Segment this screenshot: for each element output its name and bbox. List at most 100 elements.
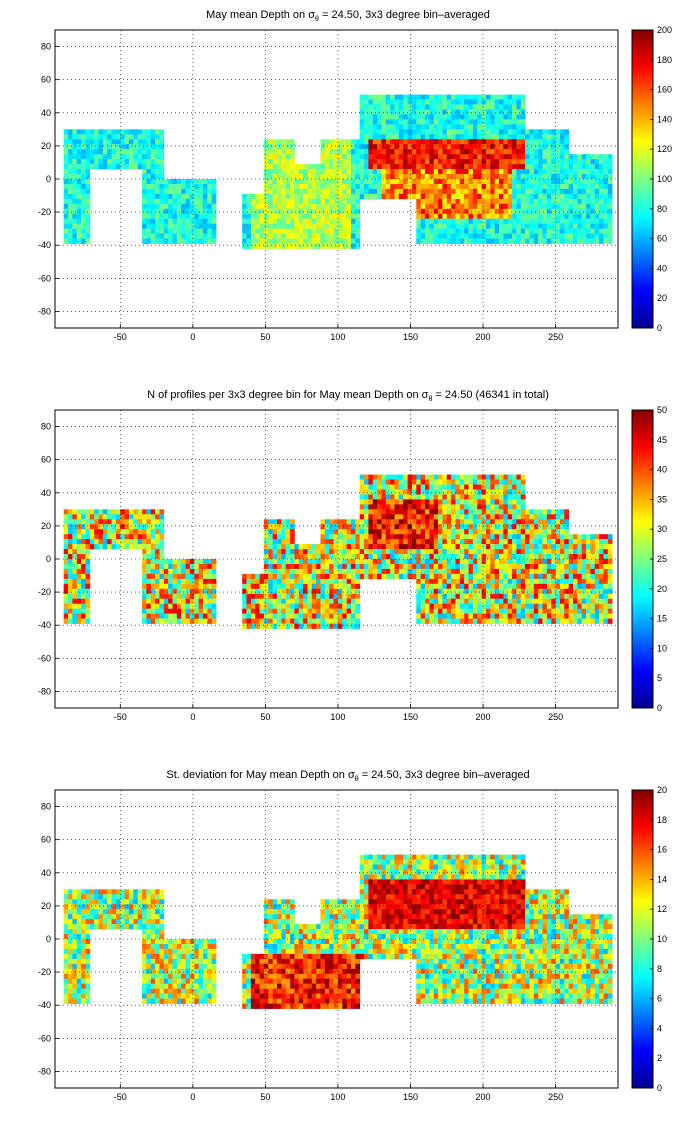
heatmap-cell — [351, 193, 356, 200]
heatmap-cell — [468, 489, 474, 495]
heatmap-cell — [516, 564, 522, 570]
heatmap-cell — [551, 613, 556, 619]
heatmap-cell — [142, 524, 147, 530]
heatmap-cell — [368, 124, 374, 130]
heatmap-cell — [372, 539, 378, 545]
heatmap-cell — [311, 598, 317, 604]
heatmap-cell — [442, 238, 448, 244]
heatmap-cell — [124, 534, 130, 540]
heatmap-cell — [429, 559, 435, 565]
heatmap-cell — [146, 554, 152, 560]
heatmap-cell — [420, 119, 426, 125]
heatmap-cell — [98, 164, 104, 170]
heatmap-cell — [477, 218, 482, 224]
heatmap-cell — [520, 479, 526, 485]
heatmap-cell — [307, 588, 313, 595]
heatmap-cell — [316, 588, 321, 595]
heatmap-cell — [494, 188, 500, 195]
heatmap-cell — [159, 544, 165, 550]
heatmap-cell — [85, 203, 91, 210]
heatmap-cell — [459, 578, 465, 585]
heatmap-cell — [115, 514, 121, 520]
heatmap-cell — [107, 529, 112, 535]
heatmap-cell — [102, 539, 108, 545]
heatmap-cell — [107, 534, 112, 540]
heatmap-cell — [81, 603, 86, 609]
heatmap-cell — [198, 593, 204, 600]
heatmap-cell — [525, 154, 530, 160]
heatmap-cell — [377, 159, 382, 165]
heatmap-cell — [590, 564, 596, 570]
heatmap-cell — [529, 583, 535, 590]
heatmap-cell — [551, 578, 556, 585]
heatmap-cell — [368, 99, 374, 105]
heatmap-cell — [551, 544, 556, 550]
heatmap-cell — [533, 514, 539, 520]
heatmap-cell — [68, 578, 73, 585]
heatmap-cell — [390, 509, 395, 515]
heatmap-cell — [290, 139, 295, 145]
heatmap-cell — [394, 519, 400, 525]
heatmap-cell — [342, 233, 347, 239]
heatmap-cell — [429, 193, 435, 200]
heatmap-cell — [512, 184, 517, 190]
heatmap-cell — [63, 534, 69, 540]
heatmap-cell — [438, 104, 443, 110]
heatmap-cell — [442, 603, 448, 609]
heatmap-cell — [290, 534, 295, 540]
y-tick-label: 20 — [41, 141, 51, 151]
heatmap-cell — [324, 228, 330, 234]
heatmap-cell — [533, 603, 539, 609]
heatmap-cell — [316, 164, 321, 170]
heatmap-cell — [499, 494, 504, 500]
heatmap-cell — [346, 159, 352, 165]
heatmap-cell — [198, 583, 204, 590]
heatmap-cell — [420, 193, 426, 200]
heatmap-cell — [377, 119, 382, 125]
heatmap-cell — [407, 474, 413, 480]
heatmap-cell — [472, 179, 478, 185]
heatmap-cell — [529, 154, 535, 160]
heatmap-cell — [503, 578, 509, 585]
heatmap-cell — [577, 544, 583, 550]
heatmap-cell — [72, 613, 78, 619]
heatmap-cell — [586, 544, 591, 550]
heatmap-cell — [390, 494, 395, 500]
heatmap-cell — [194, 218, 199, 224]
heatmap-cell — [346, 139, 352, 145]
heatmap-cell — [351, 203, 356, 210]
heatmap-cell — [472, 104, 478, 110]
heatmap-cell — [68, 179, 73, 185]
heatmap-cell — [285, 598, 291, 604]
heatmap-cell — [394, 104, 400, 110]
heatmap-cell — [486, 509, 491, 515]
heatmap-cell — [68, 193, 73, 200]
heatmap-cell — [420, 169, 426, 175]
heatmap-cell — [324, 149, 330, 155]
heatmap-cell — [81, 139, 86, 145]
heatmap-cell — [320, 144, 326, 150]
heatmap-cell — [115, 524, 121, 530]
heatmap-cell — [346, 598, 352, 604]
heatmap-cell — [85, 144, 91, 150]
heatmap-cell — [194, 193, 199, 200]
heatmap-cell — [599, 203, 604, 210]
heatmap-cell — [494, 564, 500, 570]
heatmap-cell — [285, 213, 291, 220]
heatmap-cell — [442, 529, 448, 535]
heatmap-cell — [403, 193, 408, 200]
heatmap-cell — [89, 154, 95, 160]
heatmap-cell — [203, 188, 208, 195]
heatmap-cell — [85, 514, 91, 520]
heatmap-cell — [446, 559, 452, 565]
heatmap-cell — [525, 149, 530, 155]
heatmap-cell — [529, 564, 535, 570]
heatmap-cell — [189, 193, 195, 200]
heatmap-cell — [85, 179, 91, 185]
heatmap-cell — [529, 593, 535, 600]
heatmap-cell — [381, 184, 387, 190]
heatmap-cell — [425, 104, 430, 110]
heatmap-cell — [425, 568, 430, 575]
heatmap-cell — [255, 233, 260, 239]
heatmap-cell — [394, 124, 400, 130]
